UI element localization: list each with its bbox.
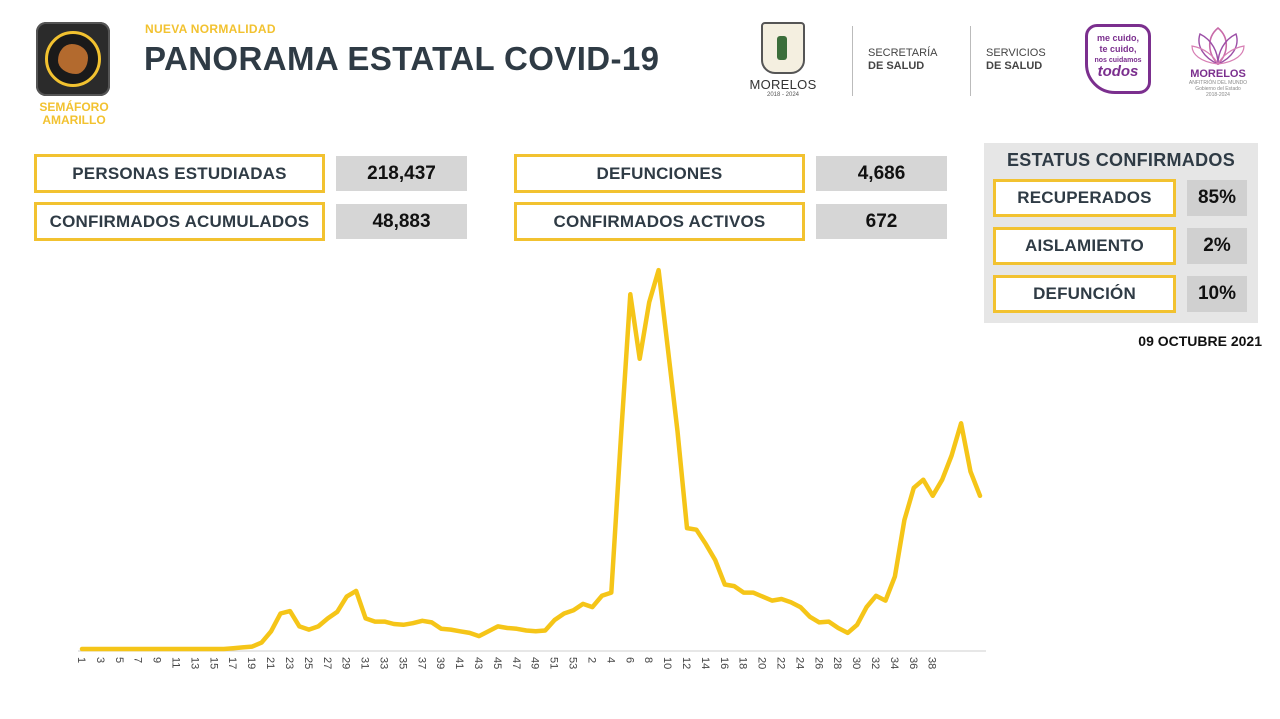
series-line [79,267,983,652]
x-tick-label: 3 [94,657,106,663]
secretaria-logo: SECRETARÍA DE SALUD [868,47,937,73]
x-tick-label: 53 [567,657,579,669]
x-tick-label: 23 [283,657,295,669]
x-tick-label: 14 [699,657,711,669]
x-tick-label: 11 [170,657,182,668]
x-tick-label: 4 [604,657,616,663]
x-tick-label: 5 [113,657,125,663]
x-tick-label: 1 [75,657,87,663]
x-tick-label: 33 [378,657,390,669]
x-tick-label: 35 [396,657,408,669]
x-tick-label: 41 [453,657,465,669]
divider [970,26,971,96]
status-value-recuperados: 85% [1187,180,1247,216]
servicios-line1: SERVICIOS [986,47,1046,59]
status-label-defuncion: DEFUNCIÓN [993,275,1176,313]
x-tick-label: 39 [434,657,446,669]
x-tick-label: 29 [340,657,352,669]
gov-name: MORELOS [749,77,817,92]
x-tick-label: 27 [321,657,333,669]
x-tick-label: 13 [188,657,200,669]
stat-value-estudiadas: 218,437 [336,156,467,191]
kicker: NUEVA NORMALIDAD [145,22,276,36]
crest-icon [761,22,805,74]
x-tick-label: 22 [775,657,787,669]
x-tick-label: 12 [680,657,692,669]
x-tick-label: 18 [737,657,749,669]
x-tick-label: 19 [245,657,257,669]
cuido-logo: me cuido, te cuido, nos cuidamos todos [1085,24,1151,94]
status-title: ESTATUS CONFIRMADOS [1006,150,1236,170]
report-date: 09 OCTUBRE 2021 [1138,333,1262,349]
x-tick-label: 38 [926,657,938,669]
secretaria-line1: SECRETARÍA [868,47,938,59]
stat-label-activos: CONFIRMADOS ACTIVOS [514,202,805,241]
x-tick-label: 49 [529,657,541,669]
x-tick-label: 2 [585,657,597,663]
servicios-line2: DE SALUD [986,60,1043,72]
stat-label-acumulados: CONFIRMADOS ACUMULADOS [34,202,325,241]
stat-value-defunciones: 4,686 [816,156,947,191]
stat-value-activos: 672 [816,204,947,239]
status-label-aislamiento: AISLAMIENTO [993,227,1176,265]
stat-value-acumulados: 48,883 [336,204,467,239]
x-tick-label: 28 [831,657,843,669]
x-tick-label: 24 [793,657,805,669]
semaforo-logo [36,22,110,96]
x-tick-label: 15 [207,657,219,669]
morelos-map-icon [58,44,88,74]
stat-label-defunciones: DEFUNCIONES [514,154,805,193]
semaforo-light [45,31,101,87]
cuido-line2: te cuido, [1099,44,1137,54]
x-tick-label: 8 [642,657,654,663]
cuido-line4: todos [1097,63,1139,80]
cases-line-chart: 1 3 5 7 9 11 13 15 17 19 21 23 25 27 29 31 33 35 37 39 41 43 4… [75,267,986,669]
lotus-icon [1191,26,1245,66]
x-tick-label: 6 [623,657,635,663]
servicios-logo: SERVICIOS DE SALUD [986,47,1046,73]
page-title: PANORAMA ESTATAL COVID-19 [144,40,660,77]
x-tick-label: 37 [415,657,427,669]
semaforo-label: SEMÁFORO AMARILLO [39,100,109,127]
secretaria-line2: DE SALUD [868,60,925,72]
divider [852,26,853,96]
x-tick-label: 17 [226,657,238,669]
x-tick-label: 20 [756,657,768,669]
x-tick-label: 16 [718,657,730,669]
status-label-recuperados: RECUPERADOS [993,179,1176,217]
x-tick-label: 30 [850,657,862,669]
x-tick-label: 34 [888,657,900,669]
x-tick-label: 45 [491,657,503,669]
x-tick-label: 26 [812,657,824,669]
status-value-defuncion: 10% [1187,276,1247,312]
x-tick-label: 51 [548,657,560,669]
x-tick-label: 10 [661,657,673,669]
morelos-sub2: Gobierno del Estado [1195,86,1241,92]
x-tick-label: 32 [869,657,881,669]
morelos-brand: MORELOS [1190,68,1246,80]
x-tick-label: 43 [472,657,484,669]
morelos-sub1: ANFITRIÓN DEL MUNDO [1188,80,1248,86]
x-tick-label: 7 [132,657,144,663]
status-value-aislamiento: 2% [1187,228,1247,264]
cuido-line3: nos cuidamos [1094,57,1142,64]
morelos-sub3: 2018-2024 [1206,92,1230,98]
gov-years: 2018 - 2024 [766,92,800,98]
x-tick-label: 25 [302,657,314,669]
x-tick-label: 9 [151,657,163,663]
x-tick-label: 36 [907,657,919,669]
x-tick-label: 31 [359,657,371,669]
stat-label-estudiadas: PERSONAS ESTUDIADAS [34,154,325,193]
gov-logo: MORELOS 2018 - 2024 [748,22,818,98]
x-tick-label: 21 [264,657,276,669]
morelos-sub: ANFITRIÓN DEL MUNDO Gobierno del Estado … [1182,80,1254,98]
cuido-line1: me cuido, [1096,33,1139,43]
x-tick-label: 47 [510,657,522,669]
